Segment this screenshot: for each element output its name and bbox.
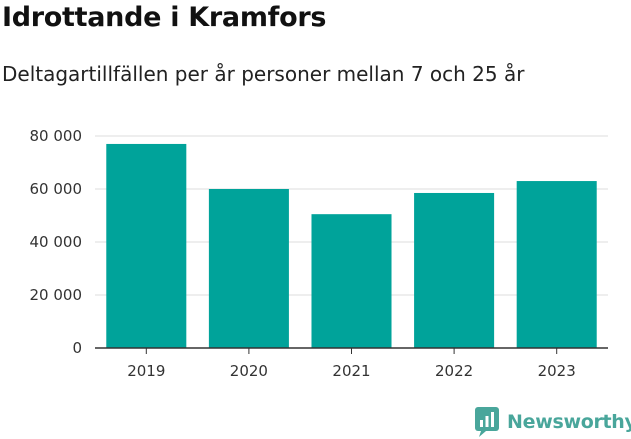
y-tick-label: 0 bbox=[72, 339, 82, 357]
x-tick-label: 2023 bbox=[538, 362, 576, 380]
y-tick-label: 40 000 bbox=[30, 233, 83, 251]
y-axis-ticks: 0 20 000 40 000 60 000 80 000 bbox=[30, 127, 83, 357]
newsworthy-logo: Newsworthy bbox=[475, 407, 631, 437]
y-tick-label: 60 000 bbox=[30, 180, 83, 198]
bars bbox=[106, 143, 597, 348]
x-axis-ticks: 2019 2020 2021 2022 2023 bbox=[127, 348, 576, 380]
x-tick-label: 2021 bbox=[332, 362, 370, 380]
bar-2019 bbox=[106, 143, 187, 348]
bar-2020 bbox=[208, 189, 289, 348]
bar-2023 bbox=[516, 181, 597, 348]
chart-title: Idrottande i Kramfors bbox=[2, 2, 327, 33]
y-tick-label: 80 000 bbox=[30, 127, 83, 145]
x-tick-label: 2022 bbox=[435, 362, 473, 380]
bar-2022 bbox=[414, 192, 495, 348]
bar-2021 bbox=[311, 214, 392, 348]
brand-name: Newsworthy bbox=[507, 411, 631, 433]
x-tick-label: 2020 bbox=[230, 362, 268, 380]
newsworthy-icon bbox=[475, 407, 499, 437]
chart-subtitle: Deltagartillfällen per år personer mella… bbox=[2, 62, 525, 86]
y-tick-label: 20 000 bbox=[30, 286, 83, 304]
x-tick-label: 2019 bbox=[127, 362, 165, 380]
